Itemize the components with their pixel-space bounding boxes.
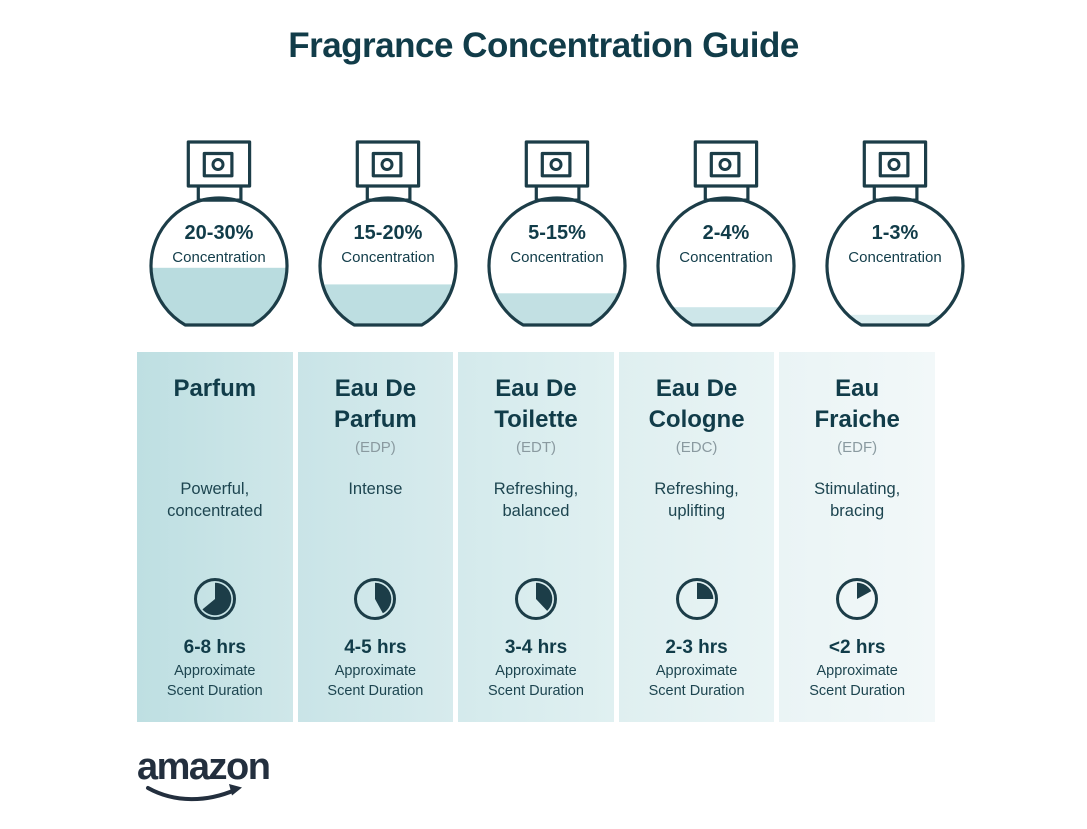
bottle-cap: [693, 140, 759, 188]
nozzle-dot: [718, 158, 732, 171]
fragrance-name: Eau De Cologne: [648, 375, 745, 433]
clock-icon: [193, 578, 236, 620]
bottle-body: [825, 196, 965, 327]
bottle-nozzle: [371, 151, 403, 178]
scent-duration: 3-4 hrs: [504, 637, 568, 658]
bottle-cap: [355, 140, 421, 188]
fragrance-description: Stimulating, bracing: [814, 480, 901, 520]
fragrance-name: Parfum: [173, 375, 257, 402]
columns-row: Parfum Powerful, concentrated 6-8 hrs Ap…: [137, 352, 935, 722]
scent-duration: 2-3 hrs: [665, 637, 728, 658]
bottle-eau-de-cologne: 2-4% Concentration: [644, 140, 808, 338]
perfume-bottle-icon: 5-15% Concentration: [487, 140, 627, 327]
perfume-bottle-icon: 2-4% Concentration: [656, 140, 796, 327]
bottle-cap: [862, 140, 928, 188]
concentration-label: Concentration: [172, 249, 265, 266]
column-head: Eau Fraiche (EDF): [779, 352, 935, 478]
bottles-row: 20-30% Concentration 15-20% Concentratio…: [137, 140, 965, 338]
concentration-label: Concentration: [848, 249, 941, 266]
concentration-label: Concentration: [679, 249, 772, 266]
concentration-percent: 15-20%: [354, 222, 423, 244]
column-eau-de-cologne: Eau De Cologne (EDC) Refreshing, uplifti…: [618, 352, 775, 722]
concentration-label: Concentration: [341, 249, 434, 266]
bottle-body: [149, 196, 289, 327]
amazon-smile-icon: [146, 784, 242, 802]
column-head: Eau De Cologne (EDC): [619, 352, 775, 478]
scent-duration-caption: Approximate Scent Duration: [166, 663, 263, 699]
column-head: Eau De Parfum (EDP): [298, 352, 454, 478]
bottle-body: [656, 196, 796, 327]
clock-icon: [354, 578, 397, 620]
column-parfum: Parfum Powerful, concentrated 6-8 hrs Ap…: [137, 352, 293, 722]
scent-duration: <2 hrs: [828, 637, 886, 658]
bottle-nozzle: [709, 151, 741, 178]
concentration-percent: 5-15%: [528, 222, 586, 244]
perfume-bottle-icon: 1-3% Concentration: [825, 140, 965, 327]
clock-icon-wrap: [458, 576, 614, 622]
clock-icon: [836, 578, 879, 620]
scent-duration: 6-8 hrs: [183, 637, 246, 658]
concentration-percent: 20-30%: [185, 222, 254, 244]
fragrance-abbr: (EDF): [837, 439, 878, 456]
column-head: Eau De Toilette (EDT): [458, 352, 614, 478]
clock-icon-wrap: [137, 576, 293, 622]
page-title: Fragrance Concentration Guide: [288, 26, 799, 65]
bottle-eau-de-parfum: 15-20% Concentration: [306, 140, 470, 338]
concentration-percent: 2-4%: [703, 222, 750, 244]
clock-icon-wrap: [779, 576, 935, 622]
clock-icon-wrap: [298, 576, 454, 622]
scent-duration: 4-5 hrs: [344, 637, 407, 658]
bottle-nozzle: [540, 151, 572, 178]
column-head: Parfum: [137, 352, 293, 478]
bottle-eau-fraiche: 1-3% Concentration: [813, 140, 977, 338]
column-eau-de-parfum: Eau De Parfum (EDP) Intense 4-5 hrs Appr…: [297, 352, 454, 722]
fragrance-name: Eau Fraiche: [814, 375, 900, 433]
nozzle-dot: [211, 158, 225, 171]
scent-duration-caption: Approximate Scent Duration: [488, 663, 584, 699]
clock-icon: [675, 578, 718, 620]
clock-icon: [514, 578, 557, 620]
fragrance-description: Refreshing, uplifting: [654, 480, 739, 520]
fragrance-description: Intense: [348, 480, 403, 498]
perfume-bottle-icon: 20-30% Concentration: [149, 140, 289, 327]
fragrance-abbr: (EDC): [675, 439, 718, 456]
fragrance-name: Eau De Parfum: [334, 375, 417, 433]
column-eau-fraiche: Eau Fraiche (EDF) Stimulating, bracing <…: [779, 352, 935, 722]
fragrance-abbr: (EDT): [515, 439, 556, 456]
bottle-nozzle: [202, 151, 234, 178]
column-eau-de-toilette: Eau De Toilette (EDT) Refreshing, balanc…: [458, 352, 614, 722]
bottle-parfum: 20-30% Concentration: [137, 140, 301, 338]
scent-duration-caption: Approximate Scent Duration: [809, 663, 906, 699]
concentration-label: Concentration: [510, 249, 603, 266]
nozzle-dot: [887, 158, 901, 171]
content-area: 20-30% Concentration 15-20% Concentratio…: [137, 140, 965, 722]
nozzle-dot: [380, 158, 394, 171]
amazon-wordmark: amazon: [137, 746, 271, 788]
bottle-eau-de-toilette: 5-15% Concentration: [475, 140, 639, 338]
fragrance-abbr: (EDP): [354, 439, 396, 456]
fragrance-description: Powerful, concentrated: [167, 480, 263, 520]
bottle-cap: [186, 140, 252, 188]
nozzle-dot: [549, 158, 563, 171]
clock-icon-wrap: [619, 576, 775, 622]
concentration-percent: 1-3%: [872, 222, 919, 244]
bottle-nozzle: [878, 151, 910, 178]
perfume-bottle-icon: 15-20% Concentration: [318, 140, 458, 327]
bottle-body: [487, 196, 627, 327]
bottle-cap: [524, 140, 590, 188]
fragrance-description: Refreshing, balanced: [493, 480, 579, 520]
bottle-body: [318, 196, 458, 327]
amazon-logo: amazon: [137, 748, 307, 808]
scent-duration-caption: Approximate Scent Duration: [327, 663, 424, 699]
fragrance-name: Eau De Toilette: [494, 375, 578, 433]
scent-duration-caption: Approximate Scent Duration: [648, 663, 745, 699]
